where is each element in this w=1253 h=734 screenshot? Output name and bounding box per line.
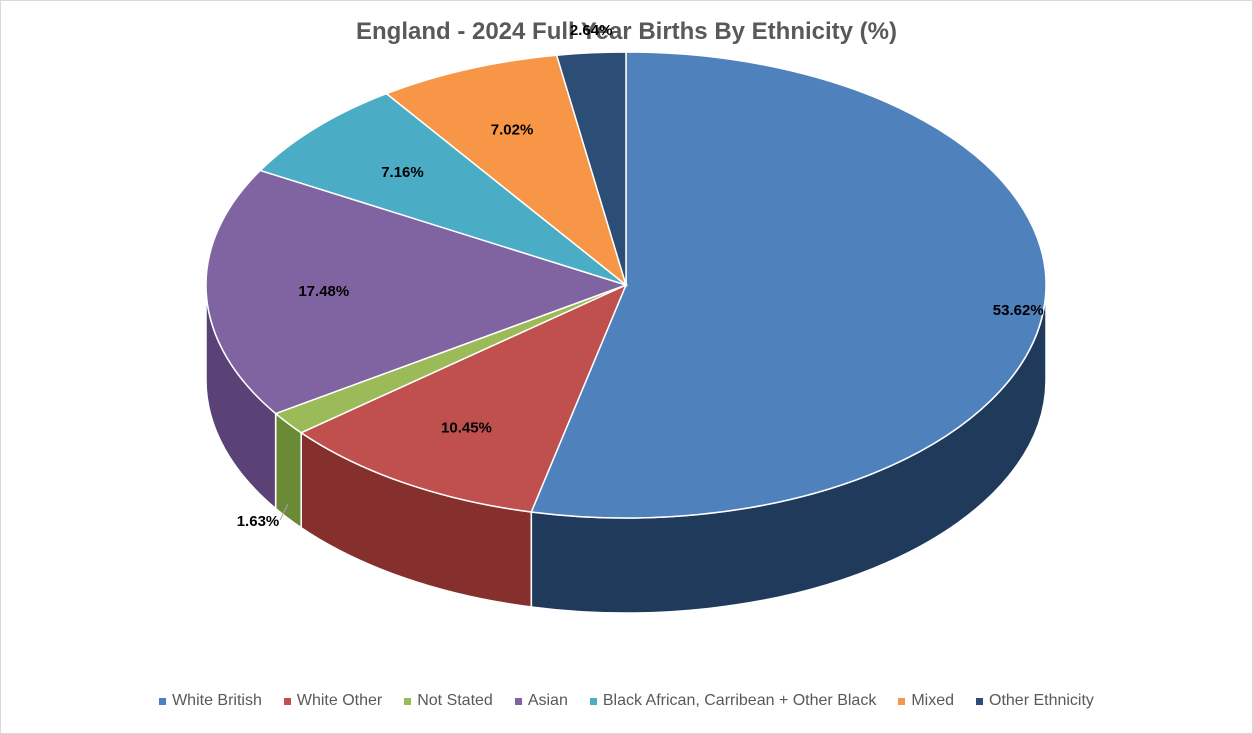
pie-slice-black-african-carribean-other-black [258,92,627,286]
legend-label: Black African, Carribean + Other Black [602,692,877,709]
legend: White British White Other Not Stated Asian B… [0,692,1253,710]
leader-line-not-stated [279,503,289,521]
legend-item-white-other: White Other [283,692,383,710]
legend-swatch [589,697,597,705]
legend-swatch [898,697,906,705]
legend-label: White British [172,692,262,709]
legend-label: Asian [527,692,568,709]
legend-swatch [283,697,291,705]
legend-label: Mixed [911,692,954,709]
pie-slice-white-other [299,283,628,513]
legend-item-black-african-carribean-other-black: Black African, Carribean + Other Black [589,692,877,710]
data-label-black-african-carribean-other-black: 7.16% [381,164,424,181]
legend-item-mixed: Mixed [898,692,954,710]
legend-swatch [976,697,983,705]
legend-swatch [404,697,412,705]
data-label-asian: 17.48% [298,283,349,300]
legend-swatch [514,697,522,705]
legend-swatch [159,697,167,705]
legend-label: Not Stated [417,692,493,709]
legend-item-asian: Asian [514,692,568,710]
data-label-other-ethnicity: 2.64% [570,22,613,39]
legend-label: White Other [296,692,383,709]
pie-slice-white-british [530,51,1047,519]
data-labels: 53.62% 10.45% 1.63% 17.48% 7.16% 7.02% 2.64% [237,22,1044,530]
legend-item-other-ethnicity: Other Ethnicity [976,692,1094,710]
legend-item-white-british: White British [159,692,262,710]
pie-slice-other-ethnicity [555,51,627,286]
pie-slice-mixed [384,54,628,288]
legend-item-not-stated: Not Stated [404,692,493,710]
data-label-white-british: 53.62% [993,302,1044,319]
pie-top [205,51,1047,519]
data-label-white-other: 10.45% [441,420,492,437]
pie-slice-asian [205,169,629,415]
chart-title: England - 2024 Full Year Births By Ethni… [355,18,898,45]
legend-label: Other Ethnicity [989,692,1094,709]
data-label-mixed: 7.02% [491,122,534,139]
data-label-not-stated: 1.63% [237,513,280,530]
